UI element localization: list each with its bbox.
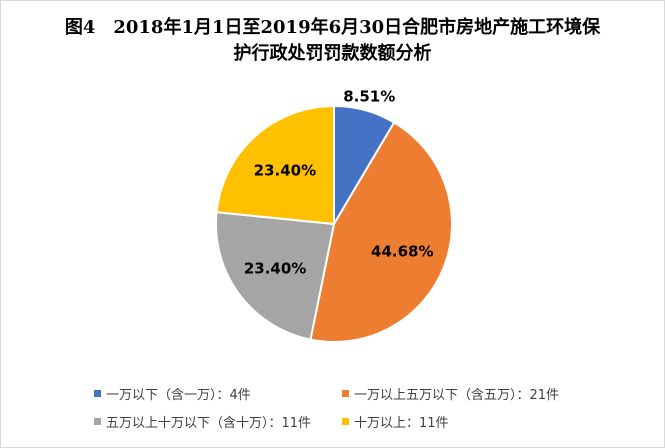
legend-swatch-2 (342, 390, 349, 397)
pie-slice-4 (215, 104, 335, 226)
legend-swatch-4 (342, 418, 349, 425)
slice-label-2: 44.68% (371, 242, 433, 260)
slice-label-3: 23.40% (244, 259, 306, 277)
pie-slice-3 (215, 211, 336, 341)
legend-label-4: 十万以上：11件 (354, 416, 449, 431)
legend-label-2: 一万以上五万以下（含五万）：21件 (354, 388, 560, 403)
legend-label-3: 五万以上十万以下（含十万）：11件 (106, 416, 312, 431)
legend-item-1: 一万以下（含一万）：4件 (94, 384, 251, 403)
chart-title-line-2: 护行政处罚罚款数额分析 (233, 43, 432, 64)
legend-item-2: 一万以上五万以下（含五万）：21件 (342, 384, 559, 403)
legend-label-1: 一万以下（含一万）：4件 (106, 388, 251, 403)
slice-label-1: 8.51% (343, 87, 395, 105)
legend-item-4: 十万以上：11件 (342, 412, 449, 431)
chart-title-line-1: 图4 2018年1月1日至2019年6月30日合肥市房地产施工环境保 (64, 17, 601, 38)
legend-swatch-1 (94, 390, 101, 397)
legend-item-3: 五万以上十万以下（含十万）：11件 (94, 412, 311, 431)
chart-title: 图4 2018年1月1日至2019年6月30日合肥市房地产施工环境保 护行政处罚… (1, 15, 664, 67)
pie-slice-2 (309, 121, 453, 343)
slice-label-4: 23.40% (254, 162, 316, 180)
legend-swatch-3 (94, 418, 101, 425)
